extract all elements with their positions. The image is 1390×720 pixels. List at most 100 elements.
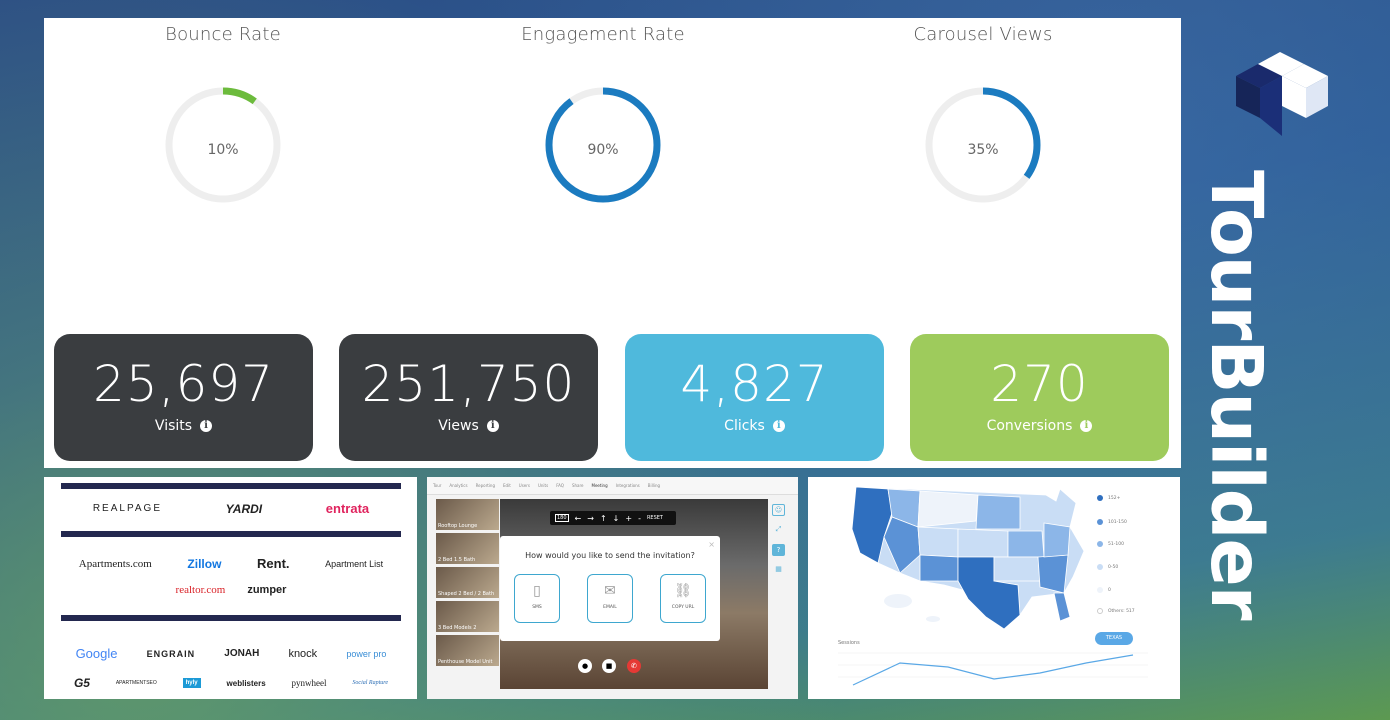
close-icon[interactable]: ×: [708, 540, 715, 549]
invite-dialog: × How would you like to send the invitat…: [500, 536, 720, 641]
help-icon[interactable]: ?: [772, 544, 785, 556]
thumbnail-label: 2 Bed 1.5 Bath: [438, 557, 476, 563]
divider: [61, 531, 401, 537]
hang-up-icon[interactable]: ✆: [627, 659, 641, 673]
zoom-out-icon[interactable]: -: [638, 513, 641, 523]
logo-knock: knock: [288, 647, 318, 660]
card-clicks: 4,827 Clicks i: [625, 334, 884, 461]
legend-item: 152+: [1097, 495, 1120, 501]
nav-reporting[interactable]: Reporting: [475, 483, 496, 488]
legend-swatch: [1097, 519, 1103, 525]
card-number: 25,697: [93, 355, 274, 413]
info-icon[interactable]: i: [486, 420, 499, 432]
camera-icon[interactable]: ■: [602, 659, 616, 673]
gauge-title: Engagement Rate: [521, 24, 685, 45]
thumbnail[interactable]: Rooftop Lounge: [436, 499, 499, 530]
thumbnail[interactable]: 2 Bed 1.5 Bath: [436, 533, 499, 564]
keyboard-icon[interactable]: ▦: [775, 565, 782, 573]
thumbnail[interactable]: Penthouse Model Unit: [436, 635, 499, 666]
card-number: 251,750: [361, 355, 576, 413]
logo-social-rapture: Social Rapture: [352, 680, 389, 686]
logo-pynwheel: pynwheel: [291, 678, 327, 688]
nav-meeting[interactable]: Meeting: [591, 483, 608, 488]
gauge-value: 10%: [207, 142, 239, 158]
thumbnail-list: Rooftop Lounge 2 Bed 1.5 Bath Shaped 2 B…: [436, 499, 499, 669]
left-arrow-icon[interactable]: ←: [574, 513, 582, 523]
logo-apartment-list: Apartment List: [325, 558, 384, 569]
gauge-ring: [165, 87, 281, 203]
tour-viewport[interactable]: 180 ← → ↑ ↓ + - RESET × How would you li…: [500, 499, 768, 689]
logo-realpage: REALPAGE: [92, 503, 162, 514]
gauge-ring: [545, 87, 661, 203]
people-icon[interactable]: ☺: [772, 504, 785, 516]
info-icon[interactable]: i: [200, 420, 213, 432]
logo-row: Apartments.com Zillow Rent. Apartment Li…: [61, 556, 401, 571]
tour-nav: Tour Analytics Reporting Edit Users Unit…: [427, 477, 798, 495]
nav-share[interactable]: Share: [571, 483, 584, 488]
logo-hyly: hyly: [182, 678, 201, 688]
mic-icon[interactable]: ●: [578, 659, 592, 673]
card-label: Visits: [154, 418, 193, 434]
thumbnail-label: 3 Bed Models 2: [438, 625, 477, 631]
zoom-in-icon[interactable]: +: [625, 513, 633, 523]
gauge-title: Carousel Views: [913, 24, 1053, 45]
nav-integrations[interactable]: Integrations: [615, 483, 640, 488]
logo-apartmentseo: APARTMENTSEO: [115, 680, 157, 686]
info-icon[interactable]: i: [772, 420, 785, 432]
legend-swatch: [1097, 608, 1103, 614]
card-label: Views: [438, 418, 479, 434]
gauge-engagement-rate: Engagement Rate 90%: [453, 18, 753, 207]
nav-edit[interactable]: Edit: [503, 483, 511, 488]
legend-item: 51-100: [1097, 541, 1124, 547]
thumbnail[interactable]: Shaped 2 Bed / 2 Bath: [436, 567, 499, 598]
thumbnail[interactable]: 3 Bed Models 2: [436, 601, 499, 632]
info-icon[interactable]: i: [1080, 420, 1093, 432]
card-label: Clicks: [724, 418, 765, 434]
logo-g5: G5: [73, 676, 90, 690]
legend-item: Others: 517: [1097, 608, 1135, 614]
legend-label: 152+: [1108, 495, 1121, 501]
legend-label: 0: [1108, 587, 1111, 593]
phone-icon: ▯: [533, 583, 541, 599]
partner-logos-tile: REALPAGE YARDI entrata Apartments.com Zi…: [44, 477, 417, 699]
state-filter-button[interactable]: TEXAS: [1095, 632, 1133, 645]
option-label: COPY URL: [671, 605, 695, 610]
divider: [61, 615, 401, 621]
thumbnail-label: Penthouse Model Unit: [438, 659, 493, 665]
nav-billing[interactable]: Billing: [647, 483, 661, 488]
down-arrow-icon[interactable]: ↓: [612, 513, 620, 523]
legend-item: 0-50: [1097, 564, 1118, 570]
reset-button[interactable]: RESET: [646, 515, 663, 521]
right-arrow-icon[interactable]: →: [587, 513, 594, 523]
tourbuilder-logo-icon: [1236, 52, 1328, 136]
logo-engrain: ENGRAIN: [146, 648, 196, 659]
legend-label: Others: 517: [1108, 608, 1135, 614]
nav-faq[interactable]: FAQ: [556, 483, 564, 488]
up-arrow-icon[interactable]: ↑: [599, 513, 607, 523]
logo-entrata: entrata: [325, 501, 370, 516]
logo-row: Google ENGRAIN JONAH knock power pro: [61, 646, 401, 661]
map-tile: 152+ 101-150 51-100 0-50 0 Others: 517 T…: [808, 477, 1180, 699]
logo-zillow: Zillow: [187, 556, 222, 571]
copy-url-option[interactable]: ⛓ COPY URL: [660, 574, 706, 623]
nav-tour[interactable]: Tour: [433, 483, 442, 488]
gauge-value: 90%: [587, 142, 619, 158]
card-label: Conversions: [986, 418, 1073, 434]
logo-yardi: YARDI: [225, 501, 263, 516]
sms-option[interactable]: ▯ SMS: [514, 574, 560, 623]
nav-units[interactable]: Units: [537, 483, 549, 488]
nav-analytics[interactable]: Analytics: [449, 483, 468, 488]
legend-item: 101-150: [1097, 519, 1127, 525]
logo-jonah: JONAH: [224, 648, 260, 659]
legend-swatch: [1097, 564, 1103, 570]
logo-row: G5 APARTMENTSEO hyly weblisters pynwheel…: [61, 676, 401, 690]
nav-users[interactable]: Users: [518, 483, 530, 488]
card-number: 4,827: [680, 355, 829, 413]
link-icon: ⛓: [674, 583, 692, 599]
legend-label: 101-150: [1108, 519, 1127, 525]
rotate-button[interactable]: 180: [555, 514, 569, 522]
email-option[interactable]: ✉ EMAIL: [587, 574, 633, 623]
fullscreen-icon[interactable]: ⤢: [775, 525, 782, 533]
legend-swatch: [1097, 495, 1103, 501]
logo-row: REALPAGE YARDI entrata: [61, 501, 401, 516]
